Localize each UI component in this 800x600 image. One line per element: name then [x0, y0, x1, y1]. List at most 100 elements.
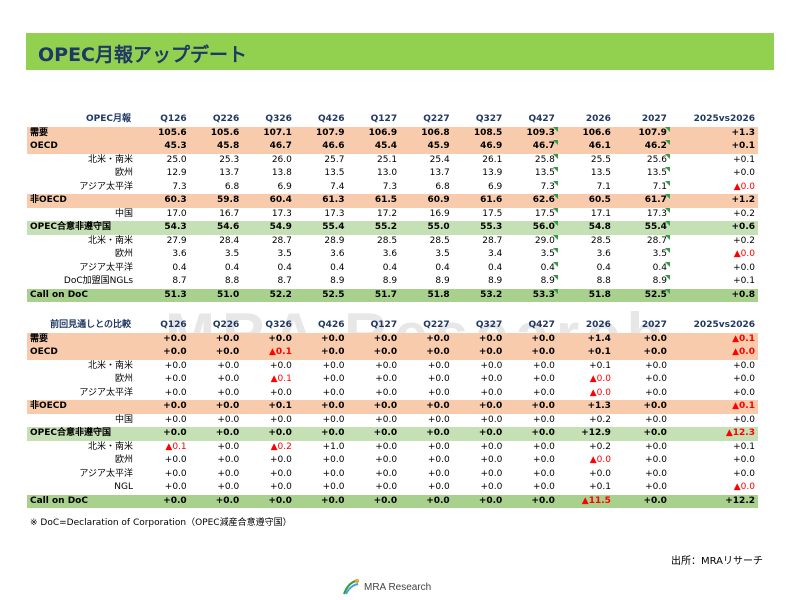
cell-value: +0.0	[164, 468, 187, 479]
cell-value: 51.8	[557, 288, 614, 302]
cell-value: 17.2	[377, 208, 398, 219]
row-label: アジア太平洋	[79, 262, 134, 273]
source-note: 出所：MRAリサーチ	[671, 556, 764, 567]
cell-value: +0.1	[557, 346, 614, 360]
cell-value: 46.1	[557, 140, 614, 154]
cell-value: +0.0	[242, 332, 295, 346]
table-row: Call on DoC +0.0 +0.0 +0.0 +0.0 +0.0 +0.0 +0.0 +…	[27, 494, 758, 508]
cell-value: +0.0	[480, 387, 503, 398]
cell-value: 60.9	[400, 194, 453, 208]
row-label: 欧州	[115, 168, 134, 178]
cell-value: +0.0	[645, 360, 667, 371]
cell-value: 29.0	[505, 234, 558, 249]
cell-value: +0.0	[164, 387, 187, 398]
cell-value: 8.9	[435, 276, 450, 286]
column-header: Q227	[423, 114, 450, 124]
table-row: 需要 +0.0 +0.0 +0.0 +0.0 +0.0 +0.0 +0.0 +0.0 +1.4 +0…	[27, 332, 758, 346]
cell-value: +0.2	[589, 414, 611, 425]
cell-value: 107.1	[242, 126, 295, 140]
cell-value: 60.5	[557, 194, 614, 208]
cell-value: ▲0.0	[589, 374, 611, 384]
cell-value: +0.0	[270, 482, 292, 492]
column-header: Q426	[318, 114, 345, 124]
cell-value: 106.8	[400, 126, 453, 140]
cell-value: 6.8	[435, 181, 450, 192]
cell-value: 55.4	[294, 221, 348, 235]
cell-value: +0.0	[294, 346, 348, 360]
cell-value: +0.0	[505, 427, 558, 441]
row-label: 北米・南米	[88, 441, 134, 452]
cell-value: +0.0	[189, 346, 243, 360]
cell-value: 55.4	[613, 221, 670, 235]
cell-value: 26.0	[271, 154, 292, 165]
cell-value: 45.4	[347, 140, 401, 154]
cell-value: +0.0	[645, 387, 667, 398]
cell-value: +0.6	[669, 221, 758, 235]
row-label: 非OECD	[27, 194, 138, 208]
column-header: Q426	[318, 320, 345, 330]
row-label: OPEC合意非遵守国	[27, 221, 138, 235]
cell-value: +0.0	[375, 374, 398, 384]
cell-value: +0.0	[427, 387, 450, 398]
cell-value: 54.9	[242, 221, 295, 235]
comparison-table: 前回見通しとの比較 Q126 Q226 Q326 Q426 Q127 Q227 Q327 Q42…	[27, 319, 758, 508]
cell-value: 26.1	[482, 154, 503, 165]
cell-value: 56.0	[505, 221, 558, 235]
row-label: 欧州	[115, 374, 134, 384]
table-title: 前回見通しとの比較	[50, 320, 132, 330]
cell-value: 13.7	[219, 168, 240, 178]
row-label: 欧州	[115, 455, 134, 465]
table-row: アジア太平洋 +0.0 +0.0 +0.0 +0.0 +0.0 +0.0 +0.0 +0.0 ▲0…	[27, 387, 758, 401]
cell-value: 46.7	[505, 140, 558, 154]
cell-value: +1.0	[322, 441, 345, 452]
cell-value: 61.5	[347, 194, 401, 208]
cell-value: +0.0	[427, 374, 450, 384]
cell-value: +0.0	[164, 414, 187, 425]
cell-value: +0.0	[217, 374, 240, 384]
cell-value: +0.0	[533, 441, 555, 452]
cell-value: 45.9	[400, 140, 453, 154]
cell-value: 8.9	[505, 275, 558, 289]
cell-value: +0.0	[347, 427, 401, 441]
cell-value: +0.0	[189, 494, 243, 508]
cell-value: ▲11.5	[557, 494, 614, 508]
cell-value: 17.5	[482, 208, 503, 219]
row-label: 非OECD	[27, 400, 138, 414]
cell-value: 8.9	[614, 275, 670, 289]
footnote: ※ DoC=Declaration of Corporation（OPEC減産合…	[30, 518, 292, 528]
cell-value: 7.3	[505, 180, 558, 195]
cell-value: 25.5	[590, 154, 611, 165]
cell-value: +0.0	[164, 374, 187, 384]
cell-value: +0.0	[427, 360, 450, 371]
cell-value: 54.8	[557, 221, 614, 235]
cell-value: +0.0	[270, 387, 292, 398]
cell-value: +0.0	[645, 374, 667, 384]
table-row: 中国 17.0 16.7 17.3 17.3 17.2 16.9 17.5 17.5 17.1 17…	[27, 207, 758, 222]
cell-value: +0.0	[480, 360, 503, 371]
cell-value: +0.0	[452, 494, 506, 508]
cell-value: +0.1	[733, 276, 755, 286]
cell-value: +0.0	[505, 494, 558, 508]
cell-value: 53.3	[505, 288, 558, 302]
cell-value: 3.5	[505, 248, 558, 262]
cell-value: +0.2	[733, 208, 755, 219]
table-row: NGL +0.0 +0.0 +0.0 +0.0 +0.0 +0.0 +0.0 +0.0 +0.1 +…	[27, 481, 758, 495]
cell-value: +0.0	[322, 414, 345, 425]
cell-value: 0.4	[172, 262, 187, 273]
cell-value: +0.0	[347, 346, 401, 360]
cell-value: 45.8	[189, 140, 243, 154]
cell-value: 8.8	[596, 276, 611, 286]
cell-value: 17.3	[271, 208, 292, 219]
column-header: Q127	[370, 320, 398, 330]
cell-value: +0.0	[480, 482, 503, 492]
cell-value: 25.0	[166, 154, 187, 165]
cell-value: +0.0	[164, 482, 187, 492]
cell-value: 45.3	[137, 140, 190, 154]
cell-value: 52.5	[294, 288, 348, 302]
cell-value: +0.0	[505, 400, 558, 414]
table-row: 欧州 +0.0 +0.0 +0.0 +0.0 +0.0 +0.0 +0.0 +0.0 ▲0.0 +0…	[27, 454, 758, 468]
table-title: OPEC月報	[86, 114, 132, 124]
cell-value: 8.7	[277, 276, 292, 286]
cell-value: +0.0	[733, 455, 755, 465]
row-label: NGL	[114, 482, 134, 492]
